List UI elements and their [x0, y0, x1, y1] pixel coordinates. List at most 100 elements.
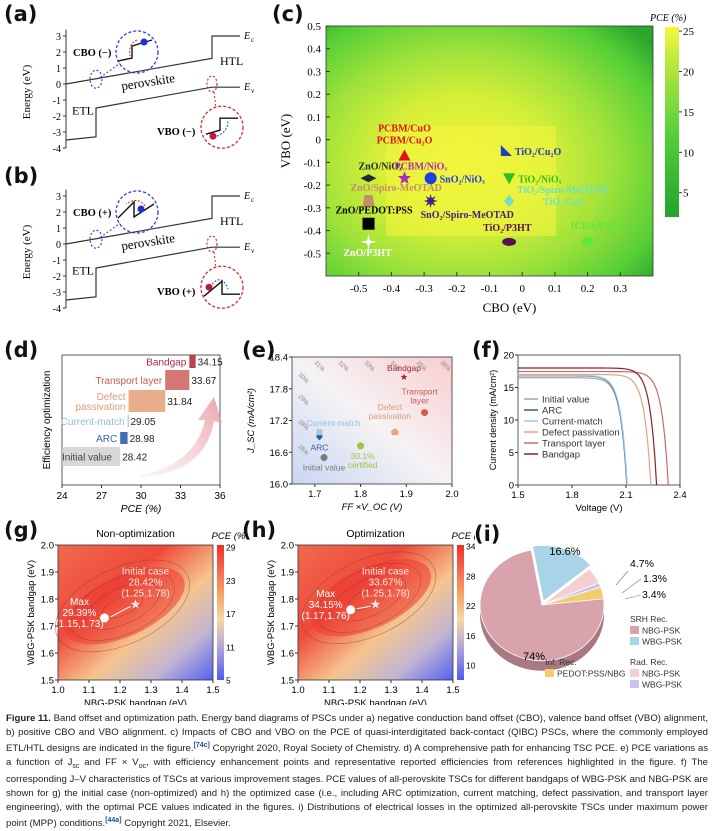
- chart-title: Optimization: [346, 528, 405, 540]
- vbo-zoom-circle: [200, 265, 244, 309]
- legend-swatch: [630, 669, 639, 677]
- bar: [62, 447, 121, 466]
- x-tick-label: 1.9: [400, 489, 413, 500]
- y-tick-label: 2.0: [281, 541, 294, 552]
- y-tick-label: 20: [503, 351, 514, 362]
- legend-label: NBG-PSK: [642, 669, 681, 679]
- bar: [128, 390, 166, 412]
- y-tick-label: -0.1: [304, 157, 321, 169]
- y-tick-label: 0: [56, 80, 61, 91]
- colorbar-tick-label: 20: [683, 66, 695, 78]
- y-tick-label: -3: [53, 288, 61, 299]
- x-tick-label: 1.0: [291, 685, 304, 696]
- initial-point-label: Initial case: [122, 566, 170, 577]
- legend-label: WBG-PSK: [642, 637, 682, 647]
- bar-value-label: 31.84: [167, 397, 192, 408]
- slice-label: 4.7%: [630, 558, 654, 570]
- y-tick-label: 1.7: [41, 622, 54, 633]
- cbo-connector: [99, 62, 121, 79]
- point-label: Current-match: [306, 418, 361, 428]
- hole-icon: [205, 283, 213, 291]
- point-label: 30.1%: [351, 451, 376, 461]
- contour-line: [70, 570, 175, 641]
- initial-point-marker: [130, 599, 141, 609]
- data-point: [390, 428, 399, 436]
- ev-subscript: v: [251, 247, 255, 255]
- slice-label: 1.3%: [643, 573, 667, 585]
- max-point-label: Max: [70, 597, 89, 608]
- ec-label: E: [243, 31, 250, 42]
- marker-trapezoid: [362, 195, 375, 207]
- arrow-line: [356, 605, 371, 610]
- cbo-vbo-pce-heatmap: -0.5 -0.4 -0.3 -0.2 -0.1 0 0.1 0.2 0.3 0.5 0.4 0.3 0…: [278, 13, 695, 315]
- bar: [165, 370, 190, 390]
- x-axis-label: Voltage (V): [576, 503, 623, 514]
- marker-label: TiO₂/CuI: [543, 197, 583, 208]
- caption-subscript: sc: [72, 762, 80, 770]
- jv-curve: [518, 373, 652, 486]
- y-tick-label: 1: [56, 224, 61, 235]
- data-point: [316, 429, 323, 436]
- ec-subscript: c: [251, 36, 254, 44]
- bar-category-label: ARC: [96, 434, 117, 445]
- x-tick-label: 0.2: [581, 283, 595, 295]
- marker-diamond: [504, 195, 515, 207]
- vbo-interface-marker: [206, 235, 218, 253]
- vbo-spike: [203, 279, 240, 297]
- jv-curve: [518, 377, 628, 486]
- y-tick-label: 1: [56, 64, 61, 75]
- marker-label: TiO₂/NiOₓ: [518, 174, 562, 185]
- x-tick-label: 1.4: [415, 685, 428, 696]
- colorbar-tick-label: 15: [683, 107, 695, 119]
- plot-background: [292, 357, 452, 484]
- y-tick-label: -0.3: [304, 203, 322, 215]
- point-label: Initial value: [303, 463, 346, 473]
- bar-value-label: 33.67: [191, 376, 216, 387]
- max-point-marker: [346, 605, 356, 615]
- vbo-connector: [213, 251, 217, 269]
- bar-category-label: Defect: [97, 392, 126, 403]
- reference-link[interactable]: [74c]: [193, 742, 210, 750]
- x-tick-label: -0.4: [383, 283, 401, 295]
- x-tick-label: 2.4: [673, 490, 686, 501]
- x-tick-label: 0.3: [613, 283, 627, 295]
- legend-label: Transport layer: [542, 439, 606, 450]
- leader-line: [615, 570, 629, 586]
- high-pce-region: [64, 567, 185, 645]
- legend-title: SRH Rec.: [630, 614, 668, 624]
- conduction-band-line: [65, 35, 240, 85]
- x-tick-label: 1.5: [206, 685, 219, 696]
- bar-category-label: Bandgap: [146, 358, 186, 369]
- colorbar: [665, 27, 679, 217]
- reference-link[interactable]: [44a]: [105, 817, 122, 825]
- marker-label: TiO₂/Cu₂O: [515, 147, 562, 158]
- figure-caption: Figure 11. Band offset and optimization …: [6, 712, 708, 831]
- cbo-connector: [99, 222, 121, 239]
- y-tick-label: -0.4: [304, 226, 322, 238]
- caption-text: , with efficiency enhancement points and…: [6, 756, 709, 830]
- x-tick-label: 1.3: [144, 685, 157, 696]
- arrow-line: [110, 605, 131, 618]
- x-tick-label: 1.8: [565, 490, 578, 501]
- colorbar-tick-label: 22: [466, 601, 475, 611]
- slice-label: 3.4%: [642, 589, 666, 601]
- x-tick-label: -0.5: [350, 283, 368, 295]
- y-tick-label: 17.8: [270, 384, 289, 395]
- marker-label: TiO₂/P3HT: [483, 223, 532, 234]
- caption-text: Band offset and optimization path. Energ…: [6, 713, 708, 755]
- legend-swatch: [630, 626, 639, 634]
- x-tick-label: 1.2: [113, 685, 126, 696]
- x-tick-label: 1.5: [446, 685, 459, 696]
- y-tick-label: 2: [56, 48, 61, 59]
- marker-triangle: [398, 149, 411, 161]
- leader-line: [624, 594, 642, 600]
- data-point: [421, 409, 429, 417]
- y-axis-label: WBG-PSK bandgap (eV): [26, 560, 37, 665]
- chart-title: Non-optimization: [96, 528, 175, 540]
- initial-point-label: Initial case: [362, 566, 410, 577]
- valence-band-line: [65, 246, 240, 301]
- x-tick-label: 36: [214, 491, 226, 502]
- efficiency-path-chart: 28.42 Initial value 28.98 ARC 29.05 Current-m…: [42, 354, 226, 515]
- progress-arrow-icon: [140, 397, 222, 477]
- jv-curve: [518, 367, 658, 486]
